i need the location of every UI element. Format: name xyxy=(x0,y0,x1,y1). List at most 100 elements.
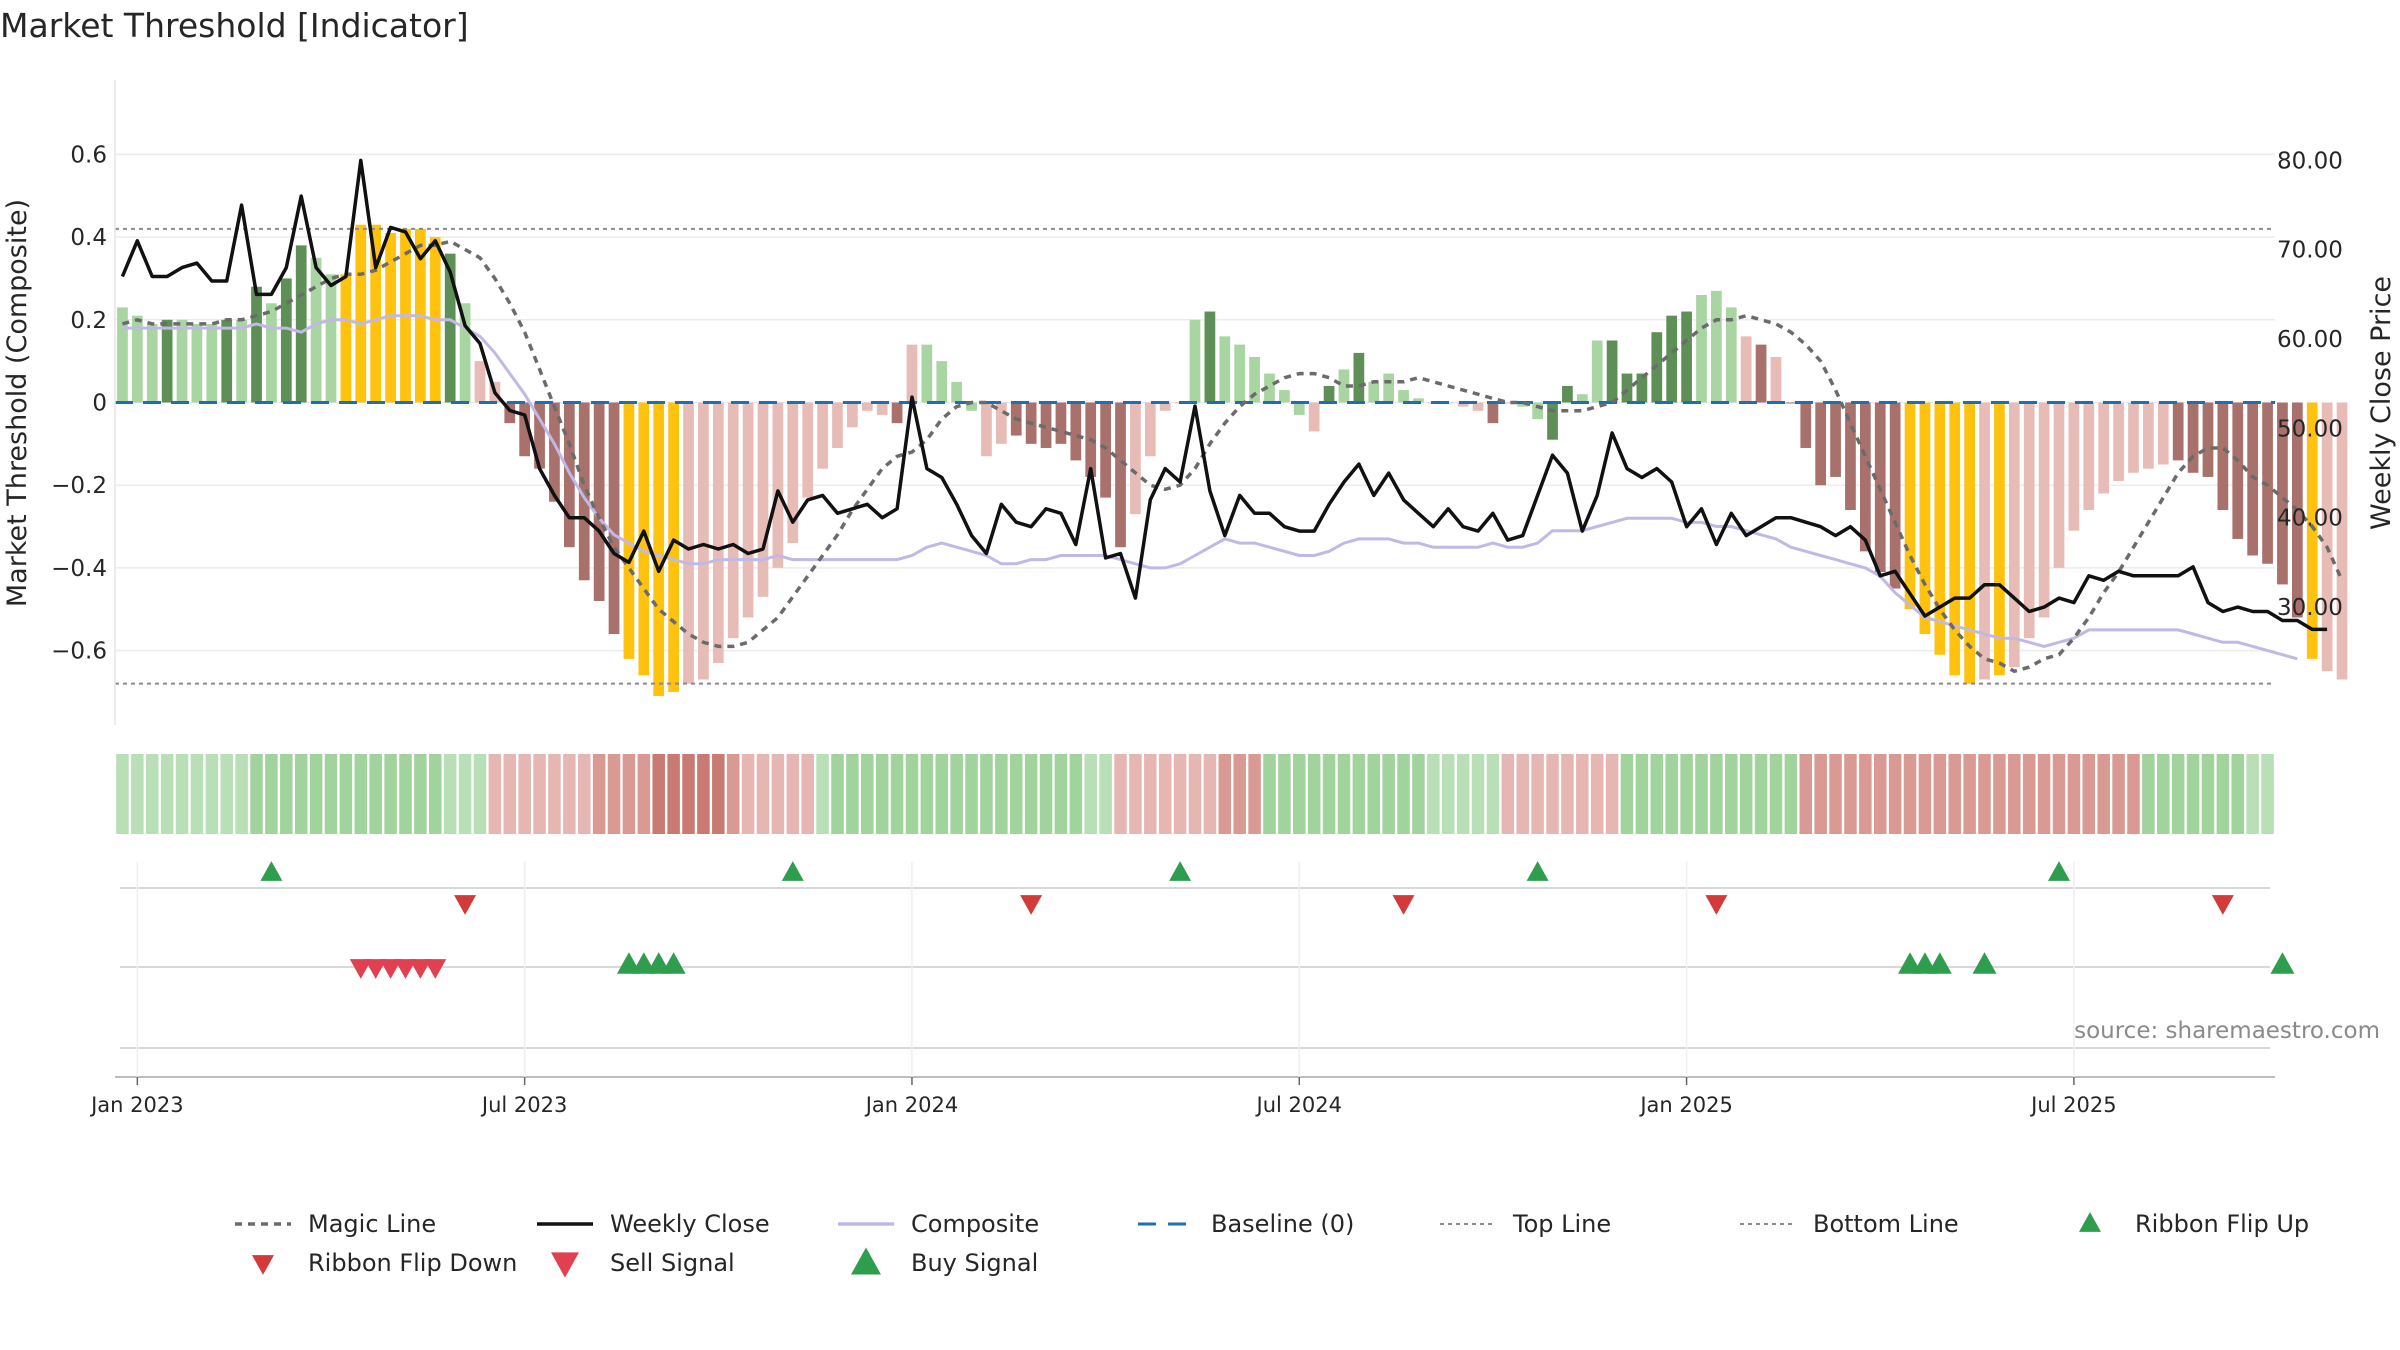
ribbon-cell xyxy=(846,754,859,834)
ribbon-cell xyxy=(1888,754,1902,834)
ribbon-cell xyxy=(1933,754,1947,834)
composite-bar xyxy=(2038,402,2050,618)
weekly-close-line xyxy=(120,158,2328,632)
composite-bar xyxy=(2217,402,2229,510)
ribbon-cell xyxy=(1456,754,1470,834)
ribbon-cell xyxy=(1412,754,1425,834)
ribbon-cell xyxy=(250,754,263,834)
composite-bar xyxy=(727,402,739,639)
ribbon-cell xyxy=(294,754,308,834)
composite-bar xyxy=(712,402,724,663)
series-lines xyxy=(120,158,2344,674)
ribbon-cell xyxy=(905,754,919,834)
sell-signal-marker xyxy=(349,959,372,979)
composite-bar xyxy=(1189,319,1201,403)
ribbon-cell xyxy=(1099,754,1112,834)
left-tick-label: −0.4 xyxy=(51,556,107,582)
composite-bar xyxy=(1949,402,1961,676)
ribbon-cell xyxy=(816,754,829,834)
composite-bar xyxy=(1755,344,1767,403)
ribbon-cell xyxy=(2037,754,2051,834)
composite-bar xyxy=(2232,402,2244,539)
ribbon-flip-up-marker xyxy=(781,861,804,881)
ribbon-cell xyxy=(1963,754,1976,834)
legend-swatch xyxy=(2079,1212,2101,1232)
composite-bar xyxy=(251,286,262,403)
ribbon-cell xyxy=(1084,754,1097,834)
ribbon-cell xyxy=(1248,754,1261,834)
ribbon-flip-down-marker xyxy=(1392,895,1415,915)
composite-bar xyxy=(1204,311,1216,403)
ribbon-cell xyxy=(920,754,934,834)
ribbon-cell xyxy=(1993,754,2006,834)
ribbon-cell xyxy=(324,754,338,834)
composite-bar xyxy=(2008,402,2020,668)
left-tick-label: 0.6 xyxy=(70,142,107,168)
ribbon-cell xyxy=(1650,754,1664,834)
composite-bar xyxy=(593,402,605,601)
legend-label: Buy Signal xyxy=(911,1249,1038,1277)
composite-bar xyxy=(2128,402,2139,473)
sell-signal-marker xyxy=(409,959,432,979)
ribbon-cell xyxy=(190,754,204,834)
ribbon-cell xyxy=(220,754,233,834)
right-tick-label: 50.00 xyxy=(2277,416,2343,442)
composite-bar xyxy=(1770,357,1782,403)
composite-bar xyxy=(1562,385,1573,403)
legend-item: Magic Line xyxy=(235,1210,436,1238)
ribbon-cell xyxy=(354,754,368,834)
composite-bar xyxy=(1904,402,1916,610)
ribbon-cell xyxy=(2216,754,2230,834)
composite-bar xyxy=(1845,402,1856,510)
ribbon-cell xyxy=(1754,754,1768,834)
ribbon-cell xyxy=(1531,754,1544,834)
legend-label: Bottom Line xyxy=(1813,1210,1959,1238)
composite-bar xyxy=(355,224,367,403)
composite-bar xyxy=(1100,402,1111,498)
composite-bar xyxy=(534,402,545,469)
ribbon-cell xyxy=(488,754,502,834)
ribbon-cell xyxy=(1158,754,1172,834)
ribbon-cell xyxy=(1471,754,1485,834)
composite-bar xyxy=(191,323,203,403)
ribbon-cell xyxy=(1695,754,1708,834)
composite-bar xyxy=(698,402,709,680)
composite-bar xyxy=(266,303,277,403)
buy-signal-marker xyxy=(1927,952,1952,974)
composite-bar xyxy=(2083,402,2095,510)
composite-bar xyxy=(638,402,650,676)
ribbon-cell xyxy=(1307,754,1321,834)
legend-label: Baseline (0) xyxy=(1211,1210,1354,1238)
composite-bar xyxy=(1740,336,1752,403)
legend-item: Ribbon Flip Down xyxy=(252,1249,517,1277)
composite-bar xyxy=(1130,402,1141,515)
ribbon-cell xyxy=(1561,754,1574,834)
composite-bar xyxy=(802,402,814,498)
chart-title: Market Threshold [Indicator] xyxy=(0,6,469,45)
ribbon-cell xyxy=(1710,754,1723,834)
composite-bar xyxy=(772,402,784,568)
x-tick-label: Jan 2024 xyxy=(864,1093,959,1117)
ribbon-flip-up-marker xyxy=(2048,861,2070,881)
ribbon-cell xyxy=(682,754,695,834)
ribbon-cell xyxy=(1322,754,1336,834)
ribbon-cell xyxy=(1024,754,1038,834)
composite-bar xyxy=(1994,402,2005,676)
ribbon-cell xyxy=(458,754,472,834)
ribbon-cell xyxy=(1859,754,1872,834)
ribbon-cell xyxy=(1203,754,1217,834)
signal-rows xyxy=(120,861,2295,1049)
ribbon-cell xyxy=(831,754,844,834)
composite-bar xyxy=(861,402,873,411)
ribbon-cell xyxy=(1769,754,1783,834)
magic-line xyxy=(121,239,2344,674)
ribbon-cell xyxy=(1680,754,1693,834)
legend-item: Ribbon Flip Up xyxy=(2079,1210,2309,1238)
composite-bar xyxy=(474,361,486,403)
ribbon-cell xyxy=(592,754,606,834)
ribbon-cell xyxy=(2231,754,2245,834)
composite-bar xyxy=(1889,402,1901,589)
ribbon-cell xyxy=(756,754,770,834)
composite-bar xyxy=(1502,402,1514,404)
